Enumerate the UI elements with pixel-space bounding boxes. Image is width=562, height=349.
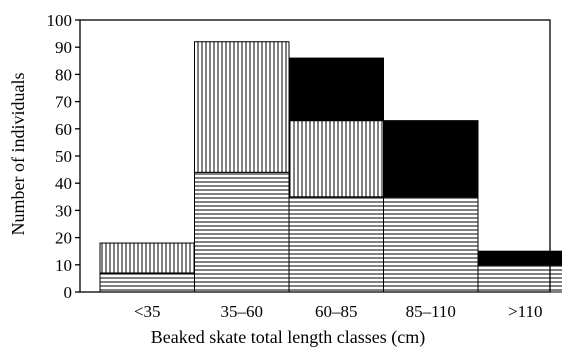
y-tick-label: 100: [47, 11, 73, 30]
bar-segment-60-85-solid: [288, 57, 384, 122]
bar-segment-35-60-vertical-lines: [194, 41, 290, 173]
x-tick-label: <35: [134, 302, 161, 321]
x-tick-label: 35–60: [221, 302, 264, 321]
x-axis-title: Beaked skate total length classes (cm): [151, 327, 425, 348]
bar-segment-60-85-horizontal-lines: [288, 196, 384, 293]
axes-group: <35 35–60 60–85 85–110 >110 0 10 20 30 40 50 60 70 80…: [47, 11, 551, 321]
bar-segment-110-solid: [477, 250, 562, 266]
bars-group: [99, 41, 562, 293]
y-tick-label: 80: [55, 65, 72, 84]
bar-segment-85-110-solid: [383, 120, 479, 198]
y-tick-label: 40: [55, 174, 72, 193]
bar-segment-35-horizontal-lines: [99, 272, 195, 293]
y-tick-label: 70: [55, 93, 72, 112]
bar-segment-35-60-horizontal-lines: [194, 171, 290, 293]
y-tick-label: 90: [55, 38, 72, 57]
x-tick-label: 60–85: [315, 302, 358, 321]
y-tick-label: 30: [55, 201, 72, 220]
y-tick-label: 10: [55, 256, 72, 275]
y-tick-label: 0: [64, 283, 73, 302]
x-tick-label: >110: [508, 302, 542, 321]
y-axis-title: Number of individuals: [8, 73, 28, 236]
bar-segment-60-85-vertical-lines: [288, 120, 384, 198]
y-tick-label: 20: [55, 229, 72, 248]
bar-segment-35-vertical-lines: [99, 242, 195, 274]
bar-segment-110-horizontal-lines: [477, 264, 562, 293]
x-tick-label: 85–110: [406, 302, 456, 321]
y-tick-label: 60: [55, 120, 72, 139]
bar-segment-85-110-horizontal-lines: [383, 196, 479, 293]
y-tick-label: 50: [55, 147, 72, 166]
